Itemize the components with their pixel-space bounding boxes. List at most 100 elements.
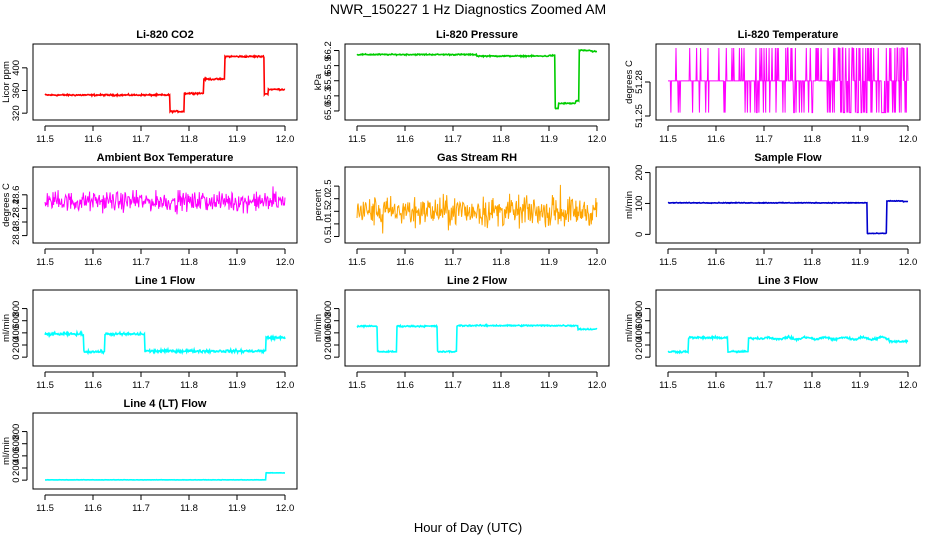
x-tick-label: 11.9 xyxy=(851,134,869,145)
x-tick-label: 11.6 xyxy=(707,257,725,268)
panel-title: Line 1 Flow xyxy=(135,275,195,287)
y-axis-label: kPa xyxy=(313,73,324,90)
x-tick-label: 11.5 xyxy=(348,257,366,268)
x-tick-label: 11.9 xyxy=(228,134,246,145)
y-tick-label: 65.6 xyxy=(323,71,334,90)
y-tick-label: 400 xyxy=(11,325,22,341)
panel-frame xyxy=(344,43,610,121)
y-tick-label: 200 xyxy=(11,337,22,353)
x-tick-label: 11.5 xyxy=(36,503,54,514)
x-tick-label: 11.5 xyxy=(36,380,54,391)
y-tick-label: 0.5 xyxy=(323,230,334,243)
x-tick-label: 11.5 xyxy=(36,257,54,268)
panel-frame xyxy=(344,166,610,244)
x-tick-label: 11.9 xyxy=(851,257,869,268)
x-tick-label: 11.7 xyxy=(132,380,150,391)
x-tick-label: 11.7 xyxy=(755,134,773,145)
data-series-line xyxy=(356,323,598,354)
x-tick-label: 12.0 xyxy=(588,257,607,268)
x-tick-label: 11.8 xyxy=(803,134,821,145)
y-axis-label: ml/min xyxy=(624,191,635,219)
y-tick-label: 2.0 xyxy=(323,192,334,205)
panel-frame xyxy=(655,43,921,121)
x-tick-label: 11.5 xyxy=(36,134,54,145)
panel-title: Line 2 Flow xyxy=(447,275,507,287)
panel-frame xyxy=(32,412,298,490)
y-tick-label: 65.0 xyxy=(323,102,334,121)
panel-frame xyxy=(32,289,298,367)
y-tick-label: 100 xyxy=(634,196,645,212)
x-tick-label: 11.9 xyxy=(540,134,558,145)
x-tick-label: 11.6 xyxy=(84,134,102,145)
y-tick-label: 600 xyxy=(634,313,645,329)
x-tick-label: 11.8 xyxy=(803,257,821,268)
x-tick-label: 11.8 xyxy=(492,380,510,391)
y-tick-label: 51.25 xyxy=(634,104,645,128)
y-tick-label: 400 xyxy=(634,325,645,341)
y-tick-label: 28.0 xyxy=(11,226,22,245)
y-tick-label: 65.9 xyxy=(323,56,334,75)
x-tick-label: 11.5 xyxy=(659,380,677,391)
y-tick-label: 360 xyxy=(11,83,22,99)
x-tick-label: 11.6 xyxy=(84,503,102,514)
x-tick-label: 11.5 xyxy=(348,134,366,145)
y-axis-label: ml/min xyxy=(313,314,324,342)
y-tick-label: 28.6 xyxy=(11,186,22,205)
x-tick-label: 11.8 xyxy=(180,503,198,514)
x-tick-label: 11.6 xyxy=(707,134,725,145)
x-tick-label: 11.9 xyxy=(540,380,558,391)
y-tick-label: 400 xyxy=(11,448,22,464)
figure-title: NWR_150227 1 Hz Diagnostics Zoomed AM xyxy=(330,1,606,17)
y-tick-label: 28.4 xyxy=(11,199,22,218)
y-tick-label: 28.2 xyxy=(11,213,22,232)
x-tick-label: 11.8 xyxy=(803,380,821,391)
x-tick-label: 11.8 xyxy=(180,257,198,268)
y-tick-label: 0 xyxy=(11,477,22,482)
chart-panel-10: Line 4 (LT) Flow 11.5 11.6 11.7 11.8 11.9 12.0… xyxy=(1,398,298,514)
data-series-line xyxy=(44,54,286,115)
chart-panel-4: Ambient Box Temperature 11.5 11.6 11.7 11.8 1… xyxy=(1,152,298,268)
y-tick-label: 600 xyxy=(323,313,334,329)
x-tick-label: 12.0 xyxy=(899,134,918,145)
y-tick-label: 800 xyxy=(634,301,645,317)
y-tick-label: 0 xyxy=(11,354,22,359)
panel-title: Li-820 Temperature xyxy=(738,29,839,41)
x-tick-label: 12.0 xyxy=(899,380,918,391)
y-tick-label: 800 xyxy=(11,424,22,440)
panel-frame xyxy=(344,289,610,367)
x-tick-label: 11.7 xyxy=(755,257,773,268)
y-tick-label: 600 xyxy=(11,313,22,329)
x-tick-label: 11.6 xyxy=(84,380,102,391)
x-tick-label: 11.7 xyxy=(444,257,462,268)
y-tick-label: 51.28 xyxy=(634,70,645,94)
y-axis-label: percent xyxy=(313,189,324,221)
x-tick-label: 11.8 xyxy=(180,134,198,145)
panel-title: Ambient Box Temperature xyxy=(97,152,234,164)
x-tick-label: 11.6 xyxy=(396,134,414,145)
y-tick-label: 0 xyxy=(634,232,645,237)
y-tick-label: 2.5 xyxy=(323,180,334,193)
panel-title: Line 3 Flow xyxy=(758,275,818,287)
y-tick-label: 65.3 xyxy=(323,87,334,106)
y-axis-label: ml/min xyxy=(1,314,12,342)
x-tick-label: 11.9 xyxy=(228,380,246,391)
y-tick-label: 800 xyxy=(11,301,22,317)
y-tick-label: 800 xyxy=(323,301,334,317)
chart-panel-7: Line 1 Flow 11.5 11.6 11.7 11.8 11.9 12.0 02004… xyxy=(1,275,298,391)
data-series-line xyxy=(45,471,285,481)
data-series-line xyxy=(667,334,909,355)
chart-panel-2: Li-820 Pressure 11.5 11.6 11.7 11.8 11.9 12.0 6… xyxy=(313,29,610,145)
x-tick-label: 12.0 xyxy=(276,503,295,514)
panel-title: Li-820 Pressure xyxy=(436,29,518,41)
chart-panel-3: Li-820 Temperature 11.5 11.6 11.7 11.8 11.9 12… xyxy=(624,29,921,145)
data-series-line xyxy=(356,184,598,234)
chart-panel-1: Li-820 CO2 11.5 11.6 11.7 11.8 11.9 12.0 320 360… xyxy=(1,29,298,145)
y-tick-label: 320 xyxy=(11,105,22,121)
x-tick-label: 11.7 xyxy=(444,134,462,145)
x-tick-label: 11.5 xyxy=(348,380,366,391)
y-tick-label: 400 xyxy=(11,60,22,76)
x-tick-label: 11.9 xyxy=(228,503,246,514)
chart-panel-6: Sample Flow 11.5 11.6 11.7 11.8 11.9 12.0 0 100 2… xyxy=(624,152,921,268)
y-axis-label: degrees C xyxy=(624,60,635,104)
y-tick-label: 66.2 xyxy=(323,41,334,60)
